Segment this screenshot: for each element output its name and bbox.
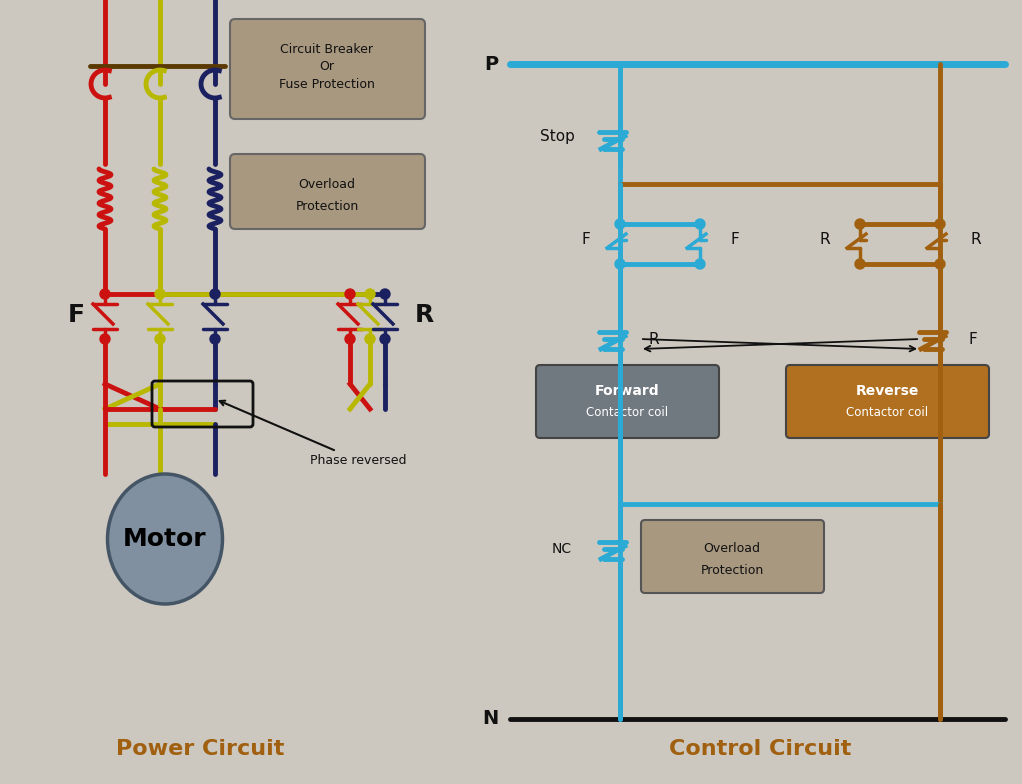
- Text: P: P: [483, 55, 498, 74]
- Circle shape: [100, 289, 110, 299]
- Text: Phase reversed: Phase reversed: [220, 401, 407, 467]
- Text: N: N: [481, 710, 498, 728]
- Circle shape: [210, 334, 220, 344]
- Text: Contactor coil: Contactor coil: [586, 405, 668, 419]
- Text: Protection: Protection: [700, 564, 763, 578]
- Text: F: F: [968, 332, 977, 347]
- Circle shape: [380, 334, 390, 344]
- FancyBboxPatch shape: [536, 365, 719, 438]
- Text: Protection: Protection: [295, 199, 359, 212]
- Circle shape: [855, 219, 865, 229]
- Circle shape: [615, 219, 625, 229]
- Text: Overload: Overload: [703, 543, 760, 556]
- Circle shape: [345, 289, 355, 299]
- Text: F: F: [730, 231, 739, 246]
- FancyBboxPatch shape: [230, 154, 425, 229]
- Circle shape: [155, 334, 165, 344]
- Circle shape: [855, 259, 865, 269]
- Circle shape: [365, 289, 375, 299]
- Text: R: R: [970, 231, 981, 246]
- Circle shape: [365, 334, 375, 344]
- Text: Or: Or: [320, 60, 334, 72]
- Text: Reverse: Reverse: [855, 384, 919, 398]
- Circle shape: [100, 334, 110, 344]
- Circle shape: [345, 334, 355, 344]
- Text: Fuse Protection: Fuse Protection: [279, 78, 375, 90]
- Text: Forward: Forward: [595, 384, 659, 398]
- Text: NC: NC: [552, 542, 572, 556]
- Ellipse shape: [107, 474, 223, 604]
- Text: Overload: Overload: [298, 177, 356, 191]
- Text: F: F: [582, 231, 590, 246]
- Circle shape: [935, 259, 945, 269]
- Text: R: R: [648, 332, 658, 347]
- Text: Power Circuit: Power Circuit: [115, 739, 284, 759]
- Text: Motor: Motor: [124, 527, 206, 551]
- FancyBboxPatch shape: [230, 19, 425, 119]
- Text: R: R: [820, 231, 830, 246]
- Text: R: R: [415, 303, 434, 327]
- Text: Circuit Breaker: Circuit Breaker: [280, 42, 373, 56]
- Circle shape: [380, 289, 390, 299]
- Circle shape: [695, 259, 705, 269]
- Circle shape: [695, 219, 705, 229]
- FancyBboxPatch shape: [786, 365, 989, 438]
- Circle shape: [615, 259, 625, 269]
- Circle shape: [210, 289, 220, 299]
- Text: Stop: Stop: [540, 129, 575, 143]
- Text: Contactor coil: Contactor coil: [846, 405, 928, 419]
- FancyBboxPatch shape: [641, 520, 824, 593]
- Text: Control Circuit: Control Circuit: [668, 739, 851, 759]
- Circle shape: [155, 289, 165, 299]
- Circle shape: [935, 219, 945, 229]
- Text: F: F: [68, 303, 85, 327]
